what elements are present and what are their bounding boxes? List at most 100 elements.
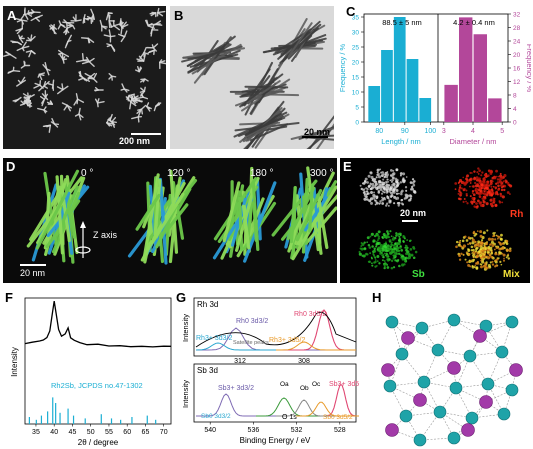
- satellite-label: Satellite peaks: [233, 340, 269, 346]
- reference-label: Rh2Sb, JCPDS no.47-1302: [51, 381, 143, 390]
- tem-particle: [181, 35, 246, 84]
- sb-atom: [381, 363, 395, 377]
- y-tick-label: 10: [352, 90, 360, 97]
- diameter-bar: [473, 34, 487, 122]
- rh-atom: [505, 383, 519, 397]
- sem-particle: [146, 43, 159, 52]
- sb-atom: [509, 363, 523, 377]
- z-axis-label: Z axis: [93, 230, 118, 240]
- y2-tick-label: 28: [513, 25, 521, 32]
- sem-particle: [20, 60, 31, 69]
- sem-particle: [74, 107, 84, 121]
- y-tick-label: 5: [355, 105, 359, 112]
- rh-atom: [383, 379, 397, 393]
- sem-particle: [47, 79, 55, 91]
- diameter-bar: [444, 84, 458, 122]
- sem-particle: [147, 49, 155, 55]
- sem-particle: [94, 98, 105, 108]
- y2-axis-label: Frequency / %: [525, 44, 531, 93]
- x-tick-label: 45: [69, 429, 77, 436]
- sem-particle: [10, 40, 23, 46]
- rh-atom: [417, 375, 431, 389]
- sem-particle: [119, 18, 124, 29]
- panel-h-crystal-structure: H: [362, 292, 532, 448]
- sem-particle: [7, 66, 21, 74]
- x-tick-label: 70: [160, 429, 168, 436]
- y2-tick-label: 16: [513, 66, 521, 73]
- diameter-annotation: 4.2 ± 0.4 nm: [453, 18, 495, 27]
- x-axis-label: Binding Energy / eV: [240, 436, 311, 445]
- sem-nanoparticles: [3, 7, 166, 133]
- sem-particle: [150, 24, 159, 37]
- sem-particle: [139, 46, 149, 60]
- length-bar: [419, 98, 432, 122]
- sem-particle: [25, 50, 36, 58]
- sem-particle: [64, 34, 72, 49]
- lattice-bond: [387, 369, 391, 387]
- scale-bar-e: [402, 220, 418, 222]
- rh-atom: [395, 347, 409, 361]
- scale-text-b: 20 nm: [304, 127, 331, 137]
- sem-particle: [37, 106, 48, 114]
- sem-particle: [58, 53, 68, 64]
- lattice-bond: [453, 429, 469, 439]
- rh0-32-label: Rh0 3d3/2: [236, 318, 268, 325]
- oc-label: Oc: [312, 381, 321, 388]
- x2-tick-label: 5: [500, 128, 504, 135]
- sem-particle: [90, 8, 95, 23]
- panel-f-label: F: [5, 292, 13, 305]
- tem-particle: [262, 17, 327, 67]
- sem-particle: [103, 29, 116, 43]
- y2-tick-label: 24: [513, 39, 521, 46]
- sem-particle: [26, 34, 36, 42]
- sem-particle: [84, 72, 96, 80]
- tomo-reconstruction: [26, 169, 90, 264]
- panel-a-label: A: [7, 8, 17, 23]
- sem-particle: [136, 104, 147, 115]
- panel-d-label: D: [6, 159, 16, 174]
- y-tick-label: 15: [352, 75, 360, 82]
- y-tick-label: 25: [352, 45, 360, 52]
- x-tick-label: 528: [334, 427, 346, 434]
- sb-atom: [385, 423, 399, 437]
- sem-particle: [139, 86, 146, 97]
- y2-tick-label: 32: [513, 12, 521, 19]
- rh-atom: [385, 315, 399, 329]
- rh-atom: [399, 409, 413, 423]
- tem-particle: [229, 61, 300, 116]
- x-tick-label: 65: [142, 429, 150, 436]
- sem-particle: [110, 20, 121, 31]
- tomo-reconstruction: [212, 166, 277, 263]
- rh-atom: [431, 343, 445, 357]
- rh-atom: [495, 345, 509, 359]
- sem-particle: [153, 102, 162, 112]
- diameter-bar: [459, 17, 473, 122]
- map-label-rh: Rh: [510, 209, 524, 220]
- sem-particle: [140, 78, 149, 83]
- sb-atom: [401, 331, 415, 345]
- sem-particle: [80, 37, 95, 44]
- tomo-reconstruction: [271, 166, 337, 262]
- sem-particle: [149, 11, 157, 18]
- sem-particle: [131, 94, 139, 105]
- mix-map: [455, 229, 512, 271]
- diameter-bar: [488, 98, 502, 122]
- panel-g-xps: Rh 3d Sb 3d 312 308 Rh0 3d3/2 Rh0 3d5/2 Rh3+ 3…: [176, 292, 359, 448]
- y2-tick-label: 0: [513, 120, 517, 127]
- sb0-32-label: Sb0 3d3/2: [201, 413, 231, 420]
- x-tick-label: 35: [32, 429, 40, 436]
- sem-particle: [38, 80, 50, 92]
- length-bar: [381, 50, 393, 122]
- rh3-32-peak: [195, 342, 276, 351]
- sem-particle: [65, 22, 76, 30]
- rh3-32-label: Rh3+ 3d3/2: [196, 335, 232, 342]
- panel-h-label: H: [372, 292, 382, 305]
- angle-300: 300 °: [310, 168, 334, 179]
- y2-tick-label: 8: [513, 93, 517, 100]
- rh-atom: [447, 313, 461, 327]
- panel-e-eds-mapping: E 20 nm Rh Sb Mix: [340, 158, 530, 283]
- sem-particle: [86, 15, 93, 24]
- x-axis-label: 2θ / degree: [78, 438, 119, 447]
- oc-peak: [296, 401, 359, 417]
- scale-text-d: 20 nm: [20, 268, 46, 278]
